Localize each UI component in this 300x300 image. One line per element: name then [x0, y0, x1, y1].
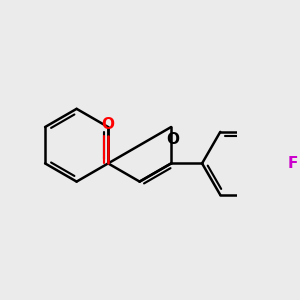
Text: O: O	[102, 118, 115, 133]
Text: O: O	[167, 132, 180, 147]
Text: F: F	[287, 156, 298, 171]
